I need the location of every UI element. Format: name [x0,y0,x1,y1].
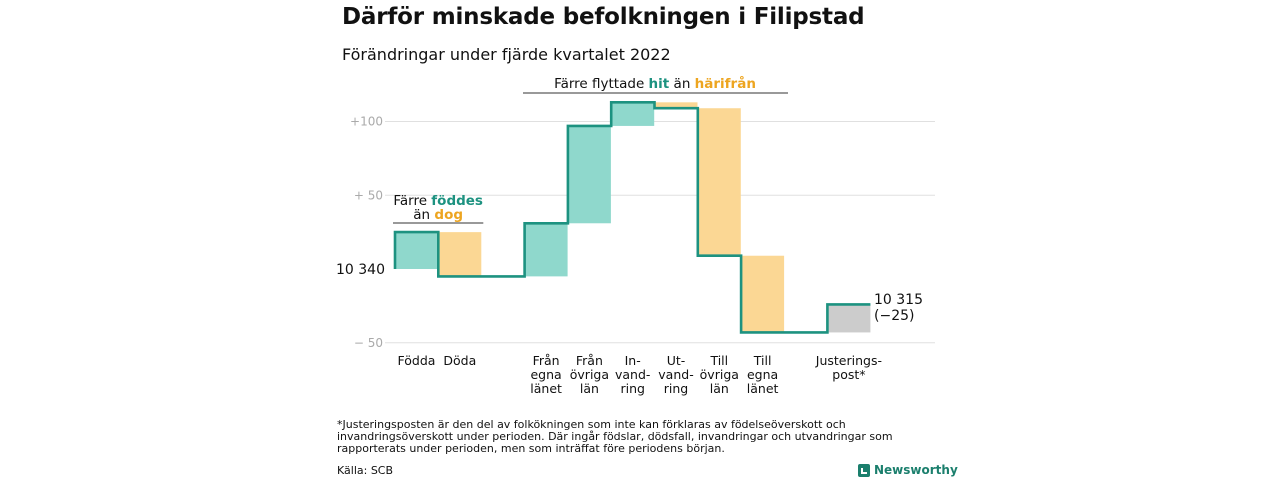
waterfall-bar [741,255,785,333]
bar-layer [395,102,871,333]
category-label: län [710,381,729,396]
source-note: Källa: SCB [337,464,394,477]
running-total-line [393,101,871,334]
waterfall-bar [395,232,438,269]
waterfall-bar [567,125,611,224]
category-label: vand- [658,367,693,382]
category-label: länet [747,381,779,396]
annotation-migration: Färre flyttade hit än härifrån [554,75,756,92]
category-label: länet [530,381,562,396]
waterfall-bar [438,232,482,277]
category-label: In- [625,353,641,368]
category-label: ring [664,381,688,396]
category-label: övriga [700,367,739,382]
y-tick-label: +100 [350,115,383,129]
category-label: Ut- [667,353,686,368]
chart-title: Därför minskade befolkningen i Filipstad [342,4,865,30]
category-label: Justerings- [815,353,882,368]
waterfall-bar [654,102,698,109]
category-label: Födda [398,353,436,368]
category-label: vand- [615,367,650,382]
category-label: Döda [443,353,476,368]
y-tick-label: + 50 [354,188,383,202]
category-label: Från [533,353,560,368]
waterfall-bar [827,304,871,333]
category-label: Till [753,353,772,368]
category-label: post* [832,367,865,382]
brand-name: Newsworthy [874,463,958,477]
newsworthy-icon [858,463,870,477]
y-tick-label: − 50 [354,336,383,350]
category-label: Från [576,353,603,368]
category-label: Till [709,353,728,368]
chart-subtitle: Förändringar under fjärde kvartalet 2022 [342,45,671,64]
end-change-label: (−25) [874,308,914,324]
category-label: egna [747,367,778,382]
annotation-births-line2: än dog [413,207,463,223]
brand-logo: Newsworthy [858,463,958,477]
step-line-layer [393,101,871,334]
category-label: egna [530,367,561,382]
waterfall-bar [697,108,741,256]
grid-layer: +100 + 50 − 50 [350,115,935,350]
waterfall-bar [524,223,568,277]
waterfall-bar [611,102,655,126]
category-label: övriga [570,367,609,382]
footnote: *Justeringsposten är den del av folkökni… [337,418,893,455]
category-label: ring [620,381,644,396]
annotation-births-line1: Färre föddes [393,193,483,209]
category-label: län [580,381,599,396]
start-value-label: 10 340 [336,262,385,278]
end-value-label: 10 315 [874,292,923,308]
